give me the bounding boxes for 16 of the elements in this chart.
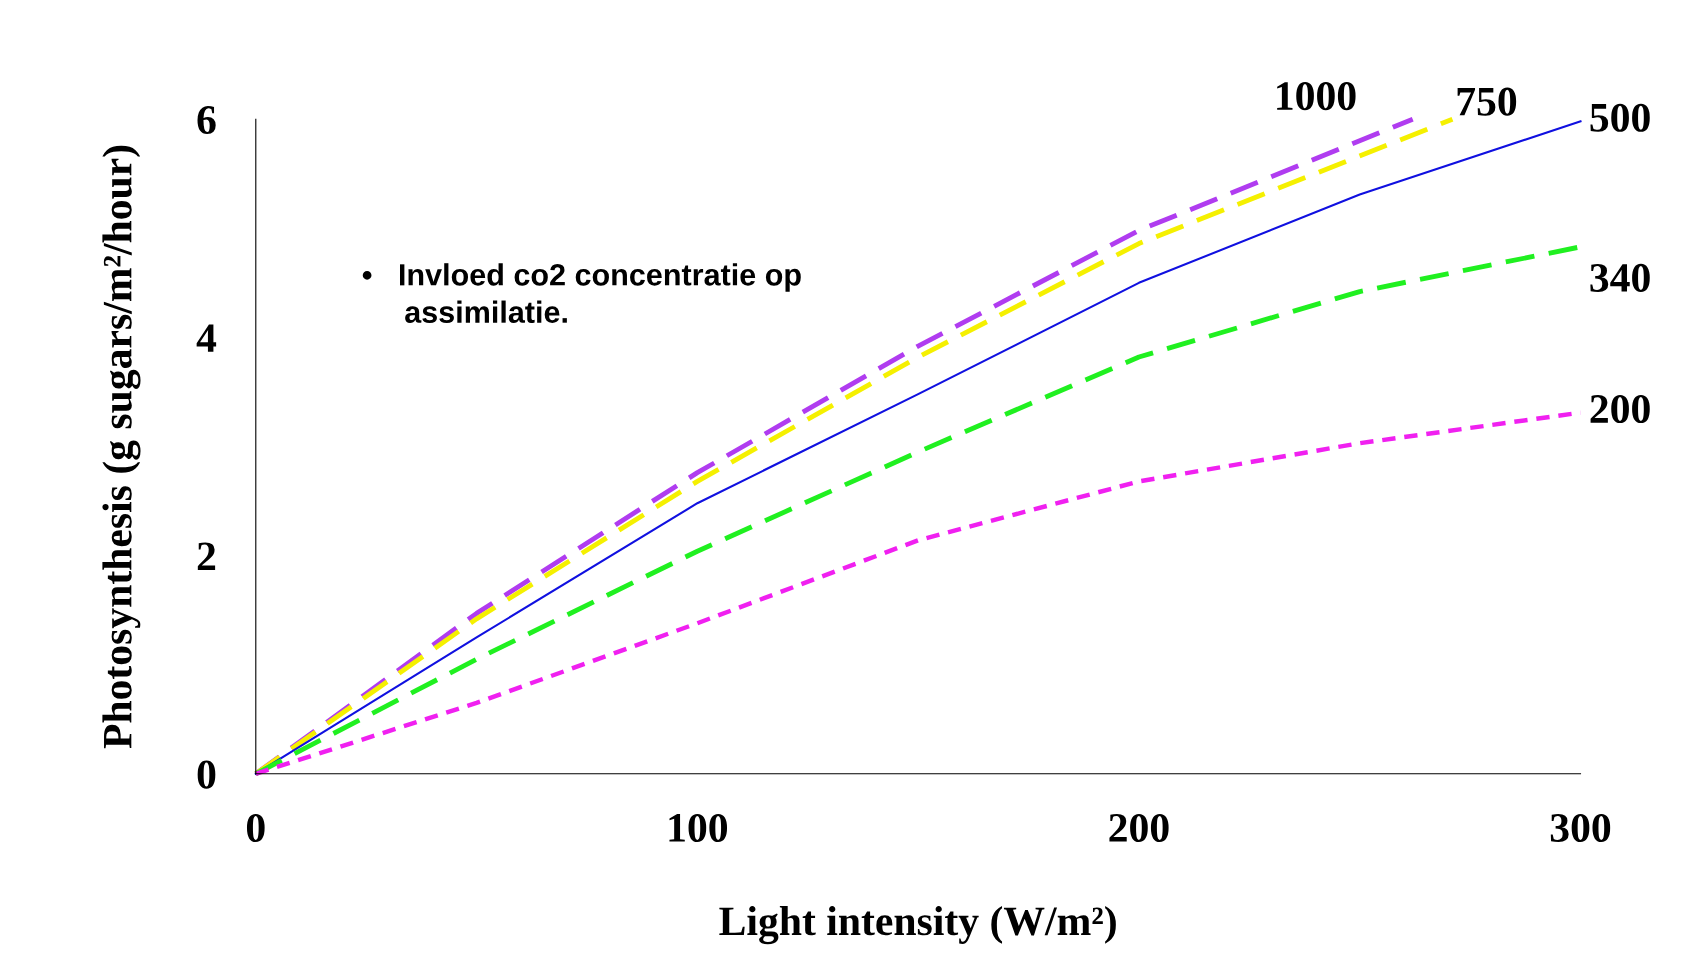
y-tick-label: 4	[196, 324, 217, 352]
y-tick-label: 2	[197, 542, 216, 571]
x-tick-label: 100	[669, 813, 728, 842]
series-label: 500	[1590, 103, 1650, 132]
series-label: 340	[1590, 263, 1650, 292]
x-axis-title: Light intensity (W/m²)	[719, 906, 1116, 945]
series-label: 1000	[1277, 82, 1356, 111]
x-tick-label: 200	[1109, 813, 1169, 842]
annotation: • Invloed co2 concentratie op assimilatie.	[362, 263, 801, 323]
x-tick-label: 300	[1550, 813, 1611, 842]
y-axis-title: Photosynthesis (g sugars/m²/hour)	[102, 145, 141, 749]
series-label: 750	[1457, 87, 1517, 116]
y-tick-label: 0	[197, 760, 216, 789]
series-label: 200	[1590, 394, 1650, 424]
x-tick-label: 0	[246, 813, 265, 842]
y-tick-label: 6	[197, 106, 216, 135]
